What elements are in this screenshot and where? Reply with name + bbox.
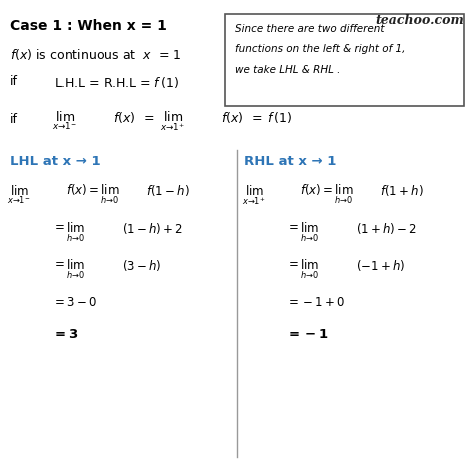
Text: $f(x)$: $f(x)$ [220, 109, 243, 125]
Text: RHL at x → 1: RHL at x → 1 [244, 155, 337, 168]
Text: $(1+h) - 2$: $(1+h) - 2$ [356, 220, 418, 236]
Text: Case 1 : When x = 1: Case 1 : When x = 1 [10, 19, 167, 33]
Text: functions on the left & right of 1,: functions on the left & right of 1, [235, 44, 405, 54]
Text: LHL at x → 1: LHL at x → 1 [10, 155, 100, 168]
Text: teachoo.com: teachoo.com [375, 15, 464, 27]
Text: $f(1-h)$: $f(1-h)$ [146, 183, 189, 198]
Text: $= \lim_{h \to 0}$: $= \lim_{h \to 0}$ [286, 220, 319, 244]
Text: if: if [10, 75, 18, 88]
Text: if: if [10, 113, 18, 126]
Text: $\lim_{x \to 1^-}$: $\lim_{x \to 1^-}$ [8, 183, 31, 206]
Text: $= \lim_{h \to 0}$: $= \lim_{h \to 0}$ [286, 258, 319, 281]
Text: $f(x) = \lim_{h \to 0}$: $f(x) = \lim_{h \to 0}$ [300, 183, 354, 206]
Text: $\mathbf{= 3}$: $\mathbf{= 3}$ [52, 328, 78, 341]
Text: $f(x)$ is continuous at  $x$  = 1: $f(x)$ is continuous at $x$ = 1 [10, 47, 181, 62]
Text: $f(x)$: $f(x)$ [113, 109, 136, 125]
Text: $(3-h)$: $(3-h)$ [122, 258, 162, 273]
Text: $(-1+h)$: $(-1+h)$ [356, 258, 406, 273]
Text: $=$: $=$ [249, 109, 263, 123]
Text: $(1-h) + 2$: $(1-h) + 2$ [122, 220, 183, 236]
Text: $=$: $=$ [141, 109, 155, 123]
Text: $= -1 + 0$: $= -1 + 0$ [286, 296, 346, 309]
Text: we take LHL & RHL .: we take LHL & RHL . [235, 64, 340, 74]
Text: $f(1+h)$: $f(1+h)$ [380, 183, 424, 198]
Text: $\lim_{x \to 1^-}$: $\lim_{x \to 1^-}$ [52, 109, 77, 132]
FancyBboxPatch shape [225, 15, 464, 106]
Text: $= 3 - 0$: $= 3 - 0$ [52, 296, 97, 309]
Text: $\mathbf{= -1}$: $\mathbf{= -1}$ [286, 328, 329, 341]
Text: $\lim_{x \to 1^+}$: $\lim_{x \to 1^+}$ [242, 183, 265, 207]
Text: Since there are two different: Since there are two different [235, 24, 384, 34]
Text: $f(x) = \lim_{h \to 0}$: $f(x) = \lim_{h \to 0}$ [66, 183, 120, 206]
Text: $\lim_{x \to 1^+}$: $\lim_{x \to 1^+}$ [160, 109, 185, 133]
Text: $= \lim_{h \to 0}$: $= \lim_{h \to 0}$ [52, 220, 85, 244]
Text: $f\,(1)$: $f\,(1)$ [267, 109, 292, 125]
Text: L.H.L = R.H.L = $f\,(1)$: L.H.L = R.H.L = $f\,(1)$ [55, 75, 179, 91]
Text: $= \lim_{h \to 0}$: $= \lim_{h \to 0}$ [52, 258, 85, 281]
